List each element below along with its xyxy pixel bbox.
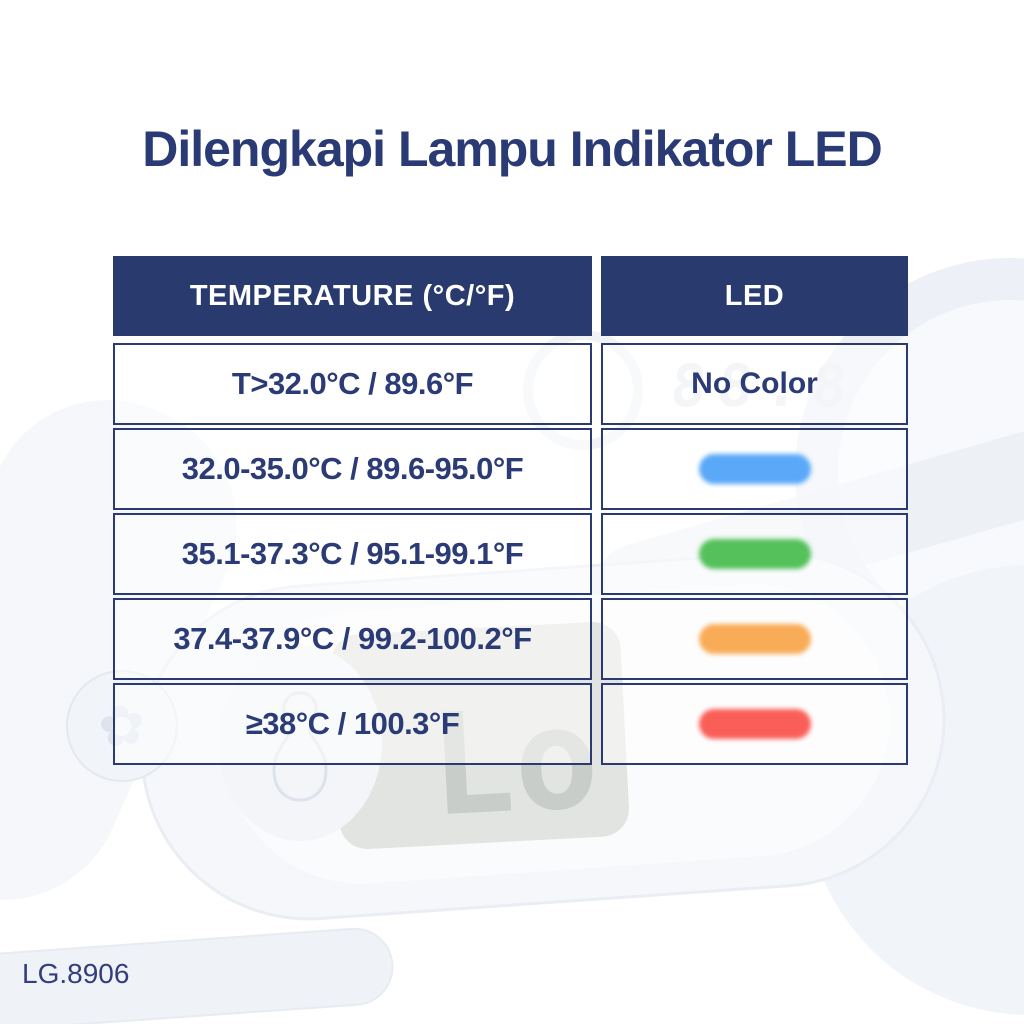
temperature-cell: ≥38°C / 100.3°F: [113, 683, 592, 765]
page-title: Dilengkapi Lampu Indikator LED: [142, 121, 883, 177]
led-pill-orange: [698, 624, 811, 654]
table-row: 37.4-37.9°C / 99.2-100.2°F: [113, 598, 908, 680]
led-cell: [601, 513, 908, 595]
table-row: T>32.0°C / 89.6°F No Color: [113, 343, 908, 425]
led-cell: [601, 598, 908, 680]
table-body: T>32.0°C / 89.6°F No Color 32.0-35.0°C /…: [113, 343, 908, 768]
temperature-cell: 32.0-35.0°C / 89.6-95.0°F: [113, 428, 592, 510]
led-pill-red: [698, 709, 811, 739]
led-cell: [601, 683, 908, 765]
table-row: ≥38°C / 100.3°F: [113, 683, 908, 765]
temperature-cell: 37.4-37.9°C / 99.2-100.2°F: [113, 598, 592, 680]
header-led: LED: [601, 256, 908, 336]
header-temperature: TEMPERATURE (°C/°F): [113, 256, 592, 336]
product-code: LG.8906: [22, 958, 130, 989]
temperature-cell: T>32.0°C / 89.6°F: [113, 343, 592, 425]
temperature-cell: 35.1-37.3°C / 95.1-99.1°F: [113, 513, 592, 595]
led-cell: No Color: [601, 343, 908, 425]
led-label: No Color: [691, 367, 818, 400]
led-pill-blue: [698, 454, 811, 484]
led-pill-green: [698, 539, 811, 569]
table-row: 35.1-37.3°C / 95.1-99.1°F: [113, 513, 908, 595]
table-row: 32.0-35.0°C / 89.6-95.0°F: [113, 428, 908, 510]
led-cell: [601, 428, 908, 510]
